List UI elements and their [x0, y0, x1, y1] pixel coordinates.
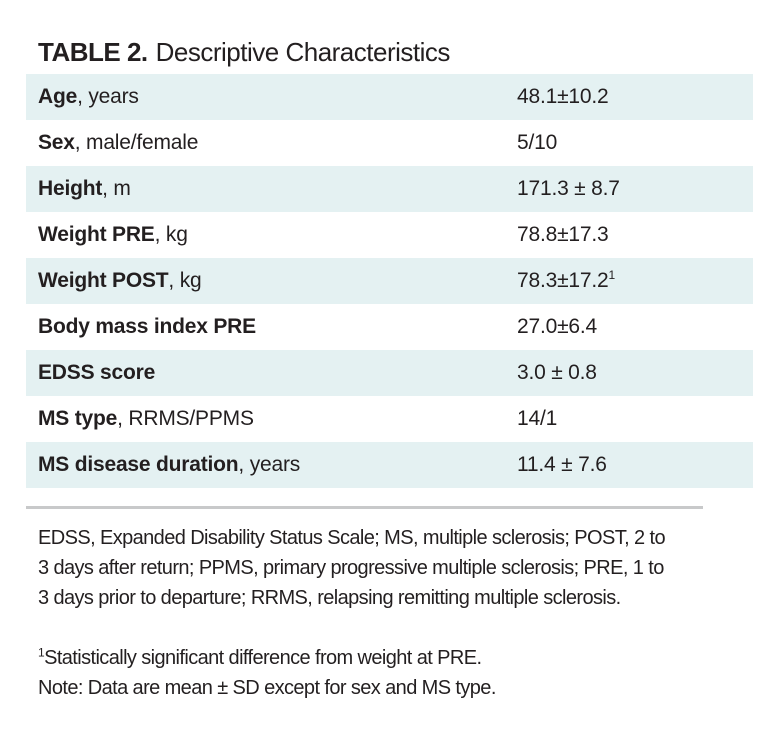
- table-title-number: TABLE 2.: [38, 37, 148, 67]
- table-title-text: Descriptive Characteristics: [155, 37, 451, 67]
- row-value-superscript: 1: [608, 268, 615, 282]
- row-label-unit: , years: [77, 85, 139, 108]
- descriptive-characteristics-table: Age, years 48.1±10.2 Sex, male/female 5/…: [26, 74, 753, 488]
- row-label-term: MS disease duration: [38, 453, 239, 476]
- abbreviations-line: 3 days after return; PPMS, primary progr…: [38, 557, 664, 579]
- abbreviations-line: 3 days prior to departure; RRMS, relapsi…: [38, 587, 621, 609]
- row-value-text: 11.4 ± 7.6: [517, 453, 607, 476]
- table-row: MS disease duration, years 11.4 ± 7.6: [26, 442, 753, 488]
- data-note: Note: Data are mean ± SD except for sex …: [38, 677, 496, 699]
- table-row: Body mass index PRE 27.0±6.4: [26, 304, 753, 350]
- table-footnote-divider: [26, 506, 703, 509]
- row-value: 11.4 ± 7.6: [517, 453, 753, 477]
- row-label-unit: , kg: [154, 223, 188, 246]
- row-label-term: Weight POST: [38, 269, 169, 292]
- row-value: 5/10: [517, 131, 753, 155]
- row-label-term: Sex: [38, 131, 75, 154]
- significance-note: 1Statistically significant difference fr…: [38, 643, 496, 673]
- row-label: Weight PRE, kg: [26, 223, 517, 247]
- row-value: 3.0 ± 0.8: [517, 361, 753, 385]
- row-label-unit: , RRMS/PPMS: [117, 407, 254, 430]
- row-label: Sex, male/female: [26, 131, 517, 155]
- row-label: Weight POST, kg: [26, 269, 517, 293]
- row-label-term: Height: [38, 177, 103, 200]
- row-value-text: 14/1: [517, 407, 558, 430]
- table-row: Age, years 48.1±10.2: [26, 74, 753, 120]
- row-value: 171.3 ± 8.7: [517, 177, 753, 201]
- row-label-term: Weight PRE: [38, 223, 155, 246]
- table-title: TABLE 2. Descriptive Characteristics: [38, 37, 450, 68]
- table-row: Weight PRE, kg 78.8±17.3: [26, 212, 753, 258]
- row-label: Body mass index PRE: [26, 315, 517, 339]
- row-label-term: MS type: [38, 407, 118, 430]
- row-label-unit: , years: [238, 453, 301, 476]
- row-value: 27.0±6.4: [517, 315, 753, 339]
- table-row: EDSS score 3.0 ± 0.8: [26, 350, 753, 396]
- row-value: 14/1: [517, 407, 753, 431]
- table-row: Weight POST, kg 78.3±17.21: [26, 258, 753, 304]
- row-value: 78.8±17.3: [517, 223, 753, 247]
- row-label-unit: , m: [102, 177, 131, 200]
- table-row: MS type, RRMS/PPMS 14/1: [26, 396, 753, 442]
- row-label-term: Body mass index PRE: [38, 315, 256, 338]
- row-value-text: 3.0 ± 0.8: [517, 361, 597, 384]
- row-value-text: 27.0±6.4: [517, 315, 597, 338]
- row-value-text: 78.3±17.2: [517, 269, 609, 292]
- row-label-unit: , kg: [168, 269, 202, 292]
- row-label: MS disease duration, years: [26, 453, 517, 477]
- row-label-term: Age: [38, 85, 78, 108]
- abbreviations-footnote: EDSS, Expanded Disability Status Scale; …: [38, 523, 666, 613]
- abbreviations-line: EDSS, Expanded Disability Status Scale; …: [38, 527, 666, 549]
- row-value-text: 48.1±10.2: [517, 85, 609, 108]
- row-value: 48.1±10.2: [517, 85, 753, 109]
- significance-text: Statistically significant difference fro…: [44, 647, 482, 669]
- row-label: MS type, RRMS/PPMS: [26, 407, 517, 431]
- significance-superscript: 1: [38, 645, 45, 660]
- row-value-text: 5/10: [517, 131, 558, 154]
- row-value-text: 78.8±17.3: [517, 223, 609, 246]
- row-value-text: 171.3 ± 8.7: [517, 177, 620, 200]
- notes-footnote: 1Statistically significant difference fr…: [38, 643, 496, 703]
- row-value: 78.3±17.21: [517, 269, 753, 293]
- row-label: Height, m: [26, 177, 517, 201]
- row-label-term: EDSS score: [38, 361, 156, 384]
- row-label: EDSS score: [26, 361, 517, 385]
- row-label-unit: , male/female: [74, 131, 199, 154]
- table-row: Sex, male/female 5/10: [26, 120, 753, 166]
- row-label: Age, years: [26, 85, 517, 109]
- table-row: Height, m 171.3 ± 8.7: [26, 166, 753, 212]
